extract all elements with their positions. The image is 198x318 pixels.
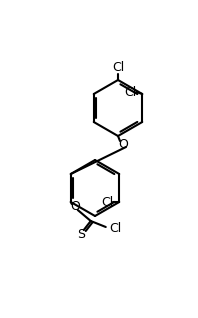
- Text: Cl: Cl: [109, 223, 121, 236]
- Text: O: O: [70, 201, 80, 213]
- Text: S: S: [77, 229, 85, 241]
- Text: Cl: Cl: [124, 86, 136, 99]
- Text: Cl: Cl: [112, 61, 124, 74]
- Text: O: O: [118, 137, 128, 150]
- Text: Cl: Cl: [101, 196, 113, 209]
